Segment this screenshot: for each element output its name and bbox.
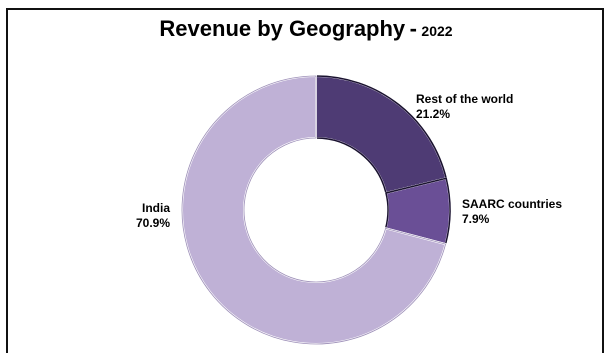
slice-label-india: India [142,201,170,215]
chart-title-year: 2022 [421,23,453,39]
slice-outline-india [181,75,447,345]
chart-title-separator: - [409,16,417,41]
slice-value-saarc-countries: 7.9% [462,212,490,226]
slice-label-rest-of-the-world: Rest of the world [416,92,513,106]
slice-outline-rest-of-the-world [315,75,448,194]
chart-title-text: Revenue by Geography [159,16,406,41]
chart-title: Revenue by Geography - 2022 [0,16,612,42]
slice-value-india: 70.9% [136,216,170,230]
slice-label-saarc-countries: SAARC countries [462,197,562,211]
donut-slices [181,74,451,345]
slice-value-rest-of-the-world: 21.2% [416,107,450,121]
